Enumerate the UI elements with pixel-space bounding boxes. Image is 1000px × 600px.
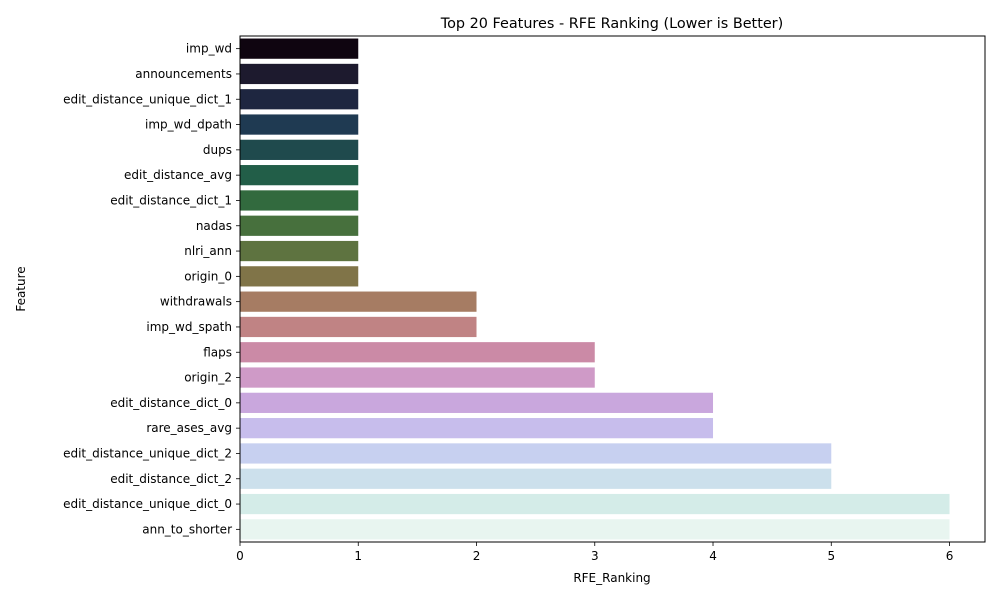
bars-group <box>240 38 950 540</box>
y-tick-label: nlri_ann <box>184 244 232 258</box>
bar-edit_distance_dict_0 <box>240 392 714 413</box>
bar-imp_wd <box>240 38 359 59</box>
y-tick-label: ann_to_shorter <box>142 522 232 536</box>
y-tick-label: edit_distance_unique_dict_0 <box>63 497 232 511</box>
bar-announcements <box>240 63 359 85</box>
bar-flaps <box>240 342 595 363</box>
bar-edit_distance_unique_dict_0 <box>240 493 950 515</box>
bar-imp_wd_dpath <box>240 114 359 135</box>
y-tick-label: announcements <box>135 67 232 81</box>
y-tick-label: imp_wd_spath <box>146 320 232 334</box>
x-tick-labels: 0 1 2 3 4 5 6 <box>236 542 953 563</box>
y-tick-label: edit_distance_dict_1 <box>110 193 232 207</box>
y-tick-label: rare_ases_avg <box>146 421 232 435</box>
y-tick-label: edit_distance_unique_dict_2 <box>63 446 232 460</box>
y-axis-title: Feature <box>14 266 28 311</box>
x-tick-label: 4 <box>709 549 717 563</box>
x-tick-label: 0 <box>236 549 244 563</box>
y-tick-label: edit_distance_unique_dict_1 <box>63 92 232 106</box>
x-tick-label: 6 <box>946 549 954 563</box>
plot-frame <box>239 35 986 543</box>
chart-title: Top 20 Features - RFE Ranking (Lower is … <box>440 16 783 32</box>
y-tick-label: withdrawals <box>160 295 232 309</box>
bar-rare_ases_avg <box>240 418 714 439</box>
y-tick-label: edit_distance_avg <box>124 168 232 182</box>
bar-edit_distance_unique_dict_1 <box>240 89 359 110</box>
x-tick-label: 5 <box>827 549 835 563</box>
bar-edit_distance_dict_2 <box>240 468 832 489</box>
bar-edit_distance_dict_1 <box>240 190 359 211</box>
x-tick-label: 2 <box>473 549 481 563</box>
x-tick-label: 3 <box>591 549 599 563</box>
y-tick-label: imp_wd_dpath <box>145 118 232 132</box>
y-tick-label: edit_distance_dict_0 <box>110 396 232 410</box>
bar-ann_to_shorter <box>240 519 950 540</box>
bar-origin_0 <box>240 266 359 287</box>
bar-nlri_ann <box>240 240 359 262</box>
bar-edit_distance_avg <box>240 165 359 186</box>
y-tick-label: flaps <box>203 345 232 359</box>
y-tick-label: edit_distance_dict_2 <box>110 472 232 486</box>
x-axis-title: RFE_Ranking <box>573 571 650 585</box>
y-tick-label: origin_2 <box>184 371 232 385</box>
bar-origin_2 <box>240 367 595 388</box>
y-tick-label: origin_0 <box>184 269 232 283</box>
y-tick-label: nadas <box>196 219 232 233</box>
bar-nadas <box>240 215 359 236</box>
y-tick-label: dups <box>203 143 232 157</box>
bar-dups <box>240 139 359 160</box>
y-tick-label: imp_wd <box>186 42 232 56</box>
bar-edit_distance_unique_dict_2 <box>240 443 832 464</box>
bar-imp_wd_spath <box>240 316 477 338</box>
bar-withdrawals <box>240 291 477 312</box>
x-tick-label: 1 <box>354 549 362 563</box>
y-tick-labels: imp_wd announcements edit_distance_unique_… <box>63 42 240 536</box>
